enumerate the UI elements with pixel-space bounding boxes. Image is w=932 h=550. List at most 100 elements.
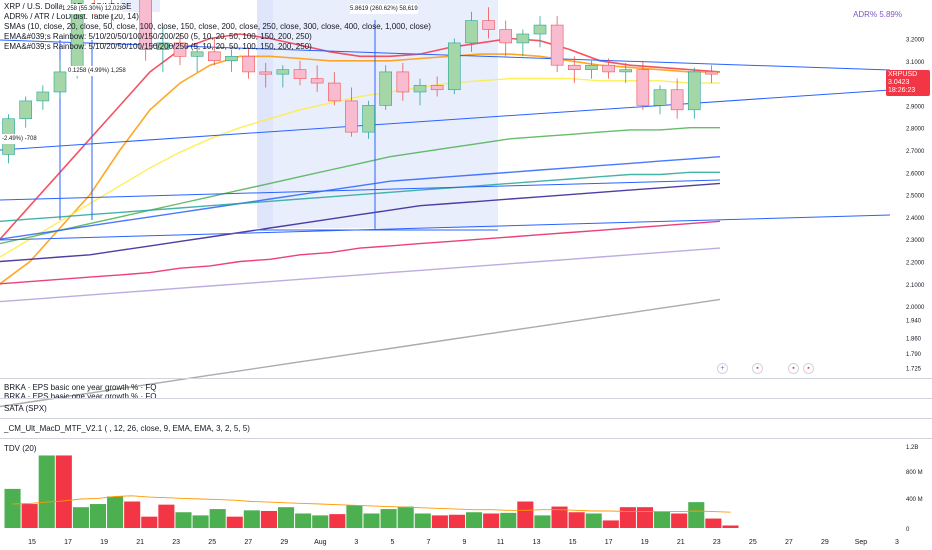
time-axis-tick-11: 7	[427, 539, 431, 546]
candle-body-25	[430, 84, 444, 91]
time-axis-tick-4: 23	[172, 539, 180, 546]
volume-bar-25	[431, 515, 448, 528]
price-axis-tick-11: 2.1000	[906, 283, 925, 289]
volume-bar-29	[500, 512, 517, 528]
candle-body-23	[396, 71, 410, 93]
indicator-label-smas[interactable]: SMAs (10, close, 20, close, 50, close, 1…	[4, 22, 431, 31]
volume-axis-tick-1: 800 M	[906, 470, 923, 476]
candle-body-24	[413, 84, 427, 93]
volume-bar-38	[654, 511, 671, 528]
candle-body-27	[465, 20, 478, 44]
price-axis-tick-5: 2.7000	[906, 149, 925, 155]
candle-24	[413, 78, 427, 106]
time-axis-tick-16: 17	[605, 539, 613, 546]
candle-9	[156, 27, 170, 72]
candle-40	[687, 67, 701, 119]
volume-bar-10	[175, 512, 192, 528]
price-axis-tick-13: 1.940	[906, 318, 922, 324]
pane-title-tdv[interactable]: TDV (20)	[4, 444, 37, 453]
price-axis-tick-12: 2.0000	[906, 305, 925, 311]
event-marker-us-flag-1[interactable]: ▪	[752, 363, 763, 374]
candle-16	[276, 65, 290, 88]
event-marker-dividend[interactable]: +	[717, 363, 728, 374]
pane-separator-1[interactable]	[0, 378, 932, 379]
candle-22	[379, 65, 393, 110]
volume-bars-layer	[4, 455, 739, 528]
candle-37	[636, 60, 650, 110]
pane-title-brka[interactable]: BRKA · EPS basic one year growth % · FQ	[4, 383, 157, 392]
background-layer	[120, 0, 498, 228]
moving-average-line-4	[0, 156, 721, 240]
volume-bar-22	[380, 509, 397, 528]
candle-25	[430, 76, 444, 97]
moving-average-line-0	[0, 33, 721, 240]
event-marker-us-flag-2[interactable]: ▪	[788, 363, 799, 374]
date-range-shade-2	[273, 0, 498, 228]
volume-bar-21	[363, 513, 380, 528]
volume-bar-36	[619, 507, 636, 528]
pane-separator-3[interactable]	[0, 418, 932, 419]
adr-readout: ADR% 5.89%	[853, 10, 902, 19]
volume-axis-tick-0: 1.2B	[906, 445, 918, 451]
time-axis-tick-13: 11	[497, 539, 504, 546]
event-marker-us-flag-3[interactable]: ▪	[803, 363, 814, 374]
candle-body-2	[36, 91, 50, 102]
pane-separator-2[interactable]	[0, 398, 932, 399]
candle-2	[36, 85, 50, 110]
time-axis-tick-2: 19	[100, 539, 108, 546]
candle-39	[670, 78, 684, 119]
time-axis-tick-7: 29	[280, 539, 288, 546]
price-tag-price: 3.0423	[888, 79, 910, 86]
candle-body-36	[619, 69, 633, 73]
pane-title-sata[interactable]: SATA (SPX)	[4, 404, 47, 413]
volume-bar-39	[671, 513, 688, 528]
price-axis-tick-16: 1.725	[906, 366, 922, 372]
candle-body-31	[533, 24, 547, 35]
moving-average-line-6	[0, 182, 721, 263]
pane-separator-4[interactable]	[0, 438, 932, 439]
candle-body-3	[53, 71, 67, 93]
pane-title-brka-2[interactable]: BRKA · EPS basic one year growth % · FQ	[4, 392, 157, 398]
candle-body-15	[259, 71, 273, 75]
volume-bar-26	[448, 514, 466, 528]
candle-12	[207, 38, 221, 66]
moving-average-line-2	[0, 77, 720, 258]
time-axis-tick-22: 29	[821, 539, 829, 546]
volume-bar-33	[568, 512, 585, 528]
indicator-label-ema-rainbow-1[interactable]: EMA&#039;s Rainbow: 5/10/20/50/100/150/2…	[4, 32, 312, 41]
indicator-label-ema-rainbow-2[interactable]: EMA&#039;s Rainbow: 5/10/20/50/100/150/2…	[4, 42, 312, 51]
volume-bar-11	[192, 515, 209, 528]
price-tag-countdown: 18:26:23	[888, 87, 916, 94]
candle-35	[602, 58, 615, 79]
pane-title-macd[interactable]: _CM_Ult_MacD_MTF_V2.1 ( , 12, 26, close,…	[4, 424, 250, 433]
candle-body-12	[207, 51, 221, 62]
volume-bar-19	[329, 514, 346, 528]
volume-bar-31	[534, 515, 551, 528]
candle-3	[53, 60, 67, 99]
indicator-label-adr[interactable]: ADR% / ATR / LoD dist. Table (20, 14)	[4, 12, 139, 21]
time-axis-tick-15: 15	[569, 539, 577, 546]
time-axis-tick-3: 21	[136, 539, 144, 546]
time-axis-tick-9: 3	[354, 539, 358, 546]
candle-33	[567, 56, 581, 84]
candle-23	[396, 62, 410, 101]
volume-bar-41	[705, 518, 722, 528]
moving-averages-layer	[0, 33, 721, 408]
time-axis-tick-10: 5	[390, 539, 394, 546]
volume-bar-34	[585, 513, 602, 528]
candle-26	[447, 38, 461, 95]
time-axis-tick-17: 19	[641, 539, 649, 546]
candle-28	[482, 7, 495, 39]
volume-bar-27	[466, 512, 483, 528]
candle-1	[19, 96, 33, 128]
candle-body-10	[173, 42, 187, 57]
volume-bar-1	[21, 504, 38, 528]
candle-body-33	[567, 64, 581, 70]
candle-18	[310, 65, 324, 92]
candle-38	[653, 85, 667, 115]
candle-body-16	[276, 69, 290, 75]
measure-label-3: 0.1258 (4.99%) 1,258	[68, 66, 126, 76]
volume-bar-12	[209, 509, 226, 528]
volume-bar-8	[141, 516, 158, 528]
